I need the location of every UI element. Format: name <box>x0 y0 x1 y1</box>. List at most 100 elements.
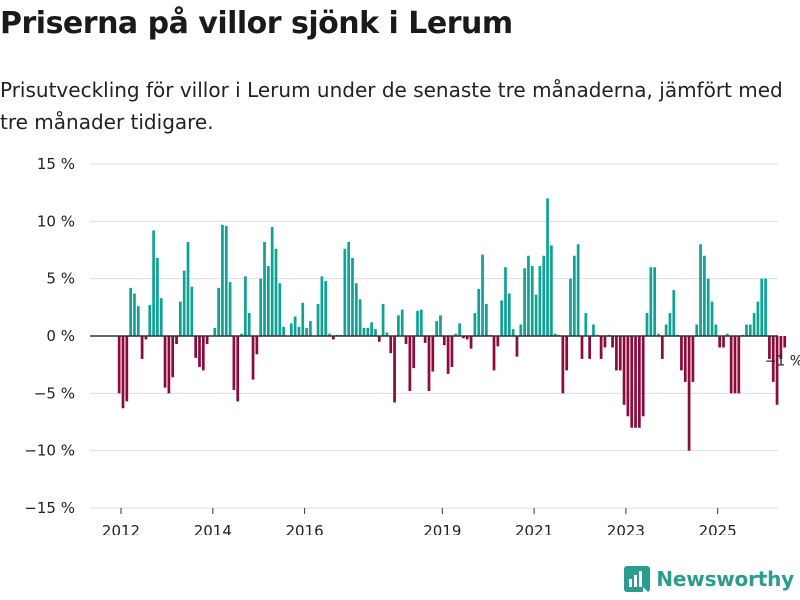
chart-title: Priserna på villor sjönk i Lerum <box>0 6 513 41</box>
bar <box>156 258 159 336</box>
bar <box>328 333 331 336</box>
bar <box>289 323 293 336</box>
bar <box>408 336 412 392</box>
bar <box>423 336 427 343</box>
bar <box>442 336 446 346</box>
bar <box>427 336 431 392</box>
bar <box>771 336 775 382</box>
bar <box>538 266 542 336</box>
bar <box>748 324 752 336</box>
bar <box>171 336 175 378</box>
bar <box>129 287 132 336</box>
bar <box>175 336 178 345</box>
bar <box>611 336 614 348</box>
bar <box>481 254 484 336</box>
bar <box>121 336 125 409</box>
bar <box>236 336 240 402</box>
bar <box>159 298 163 336</box>
bar <box>580 336 584 359</box>
bar <box>397 315 400 336</box>
bar <box>332 336 335 340</box>
bar <box>458 323 461 336</box>
bar <box>473 313 477 336</box>
bar <box>435 321 438 336</box>
bar <box>366 327 370 336</box>
bar <box>783 336 787 348</box>
x-tick-label: 2012 <box>102 522 140 535</box>
bar <box>603 336 607 348</box>
bar <box>657 333 660 336</box>
y-axis: 15 % 10 % 5 % 0 % −5 % −10 % −15 % <box>24 155 75 517</box>
bar <box>565 336 569 371</box>
bar <box>733 336 737 394</box>
bar <box>507 293 511 336</box>
bar <box>752 313 756 336</box>
bar <box>492 336 496 371</box>
bar <box>477 288 481 336</box>
bar <box>714 324 718 336</box>
bar <box>190 286 194 336</box>
bar <box>584 313 588 336</box>
bar <box>576 244 580 336</box>
bar <box>278 283 282 336</box>
bar <box>133 293 136 336</box>
bar <box>251 336 255 380</box>
bar <box>511 329 515 336</box>
bar <box>450 336 454 367</box>
bar <box>745 324 748 336</box>
bar <box>416 310 419 336</box>
bar <box>263 241 266 336</box>
bar <box>136 306 140 336</box>
bar <box>523 268 526 336</box>
bar <box>542 255 546 336</box>
bar <box>217 287 220 336</box>
bar <box>469 336 473 349</box>
bar <box>519 324 523 336</box>
bar <box>446 336 450 374</box>
bar <box>244 276 247 336</box>
brand-name: Newsworthy <box>656 567 794 591</box>
bar <box>683 336 687 382</box>
bar <box>660 336 664 359</box>
x-tick-label: 2014 <box>194 522 232 535</box>
bar <box>485 303 488 336</box>
bar <box>152 230 155 336</box>
bar <box>205 336 209 345</box>
bar <box>393 336 396 403</box>
bar <box>305 327 308 336</box>
bar <box>400 309 404 336</box>
bar <box>710 301 714 336</box>
bar <box>125 336 129 402</box>
bar <box>213 327 217 336</box>
bar <box>297 326 301 336</box>
bar <box>756 301 760 336</box>
last-value-annotation: −1 % <box>765 353 800 369</box>
bar <box>198 336 201 367</box>
bar <box>186 241 190 336</box>
last-value-label: −1 % <box>765 353 800 369</box>
bar <box>247 313 251 336</box>
bar <box>148 305 152 336</box>
bar <box>301 302 305 336</box>
bar <box>266 266 270 336</box>
bar <box>638 336 641 428</box>
bar <box>760 278 764 336</box>
bar <box>404 336 408 345</box>
bar <box>504 267 507 336</box>
bar <box>725 333 729 336</box>
bar <box>695 324 699 336</box>
bar <box>381 303 385 336</box>
bar <box>462 336 465 339</box>
bar <box>465 336 469 340</box>
bar <box>182 270 186 336</box>
bar <box>320 276 324 336</box>
bar <box>201 336 205 371</box>
bar <box>274 248 278 336</box>
bar <box>588 336 591 359</box>
bar <box>553 333 557 336</box>
x-tick-label: 2019 <box>423 522 461 535</box>
bar <box>645 313 649 336</box>
bar <box>385 332 389 336</box>
bar <box>293 316 297 336</box>
bar <box>729 336 733 394</box>
